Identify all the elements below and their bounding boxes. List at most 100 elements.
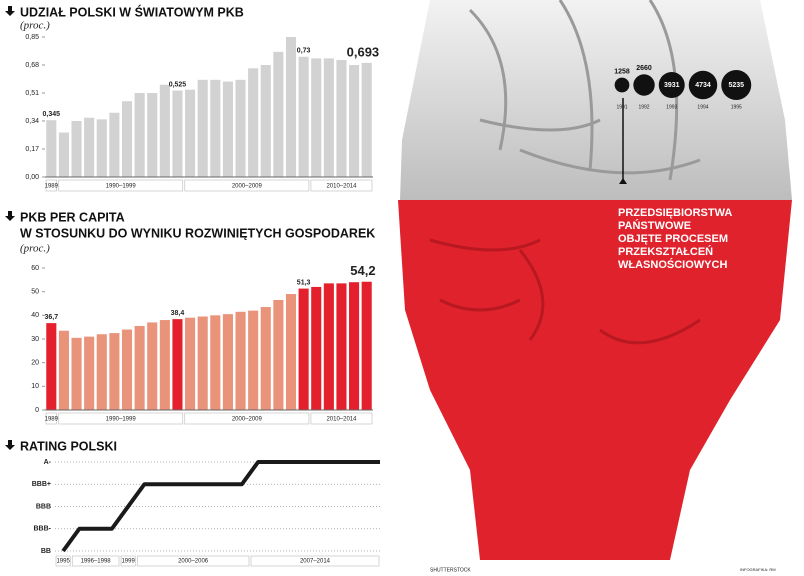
y-tick-label: 40 [31,312,39,319]
bar [159,320,170,410]
bar [273,299,284,410]
bar [147,322,158,410]
bar [248,310,259,410]
y-tick-label: 50 [31,289,39,296]
x-group-label: 2010–2014 [326,417,357,423]
group-box [136,555,250,567]
bar [349,282,360,410]
bubble [721,70,752,100]
y-tick-label: BB [41,548,51,555]
group-box [45,412,57,425]
y-tick-label: 60 [31,265,39,272]
x-group-label: 1989 [45,184,59,190]
group-box [184,179,310,192]
bar [311,58,322,177]
value-label: 0,345 [43,111,61,118]
bar [134,93,145,177]
bar [71,121,82,177]
bar [210,79,221,177]
fist-photo [398,0,792,560]
bar [46,323,57,410]
bar [185,317,196,410]
bar [285,37,297,177]
chart-title: RATING POLSKI [20,439,117,453]
bar [84,117,95,177]
group-box [45,179,57,192]
bar [248,68,259,177]
bar [121,329,133,410]
value-label: 54,2 [350,263,375,278]
chart-unit: (proc.) [20,20,50,32]
year-label: 1992 [638,104,649,110]
x-group-label: 1989 [45,417,59,423]
chart-subtitle: W STOSUNKU DO WYNIKU ROZWINIĘTYCH GOSPOD… [20,226,375,240]
bar [298,56,309,177]
bar [46,120,57,177]
bar [84,336,95,410]
x-group-label: 1995 [56,559,70,565]
bar [185,89,196,177]
bar [323,58,334,177]
y-tick-label: A- [44,459,52,466]
bar [172,90,183,177]
bar [222,81,233,177]
bar [109,112,120,177]
group-box [58,412,184,425]
title-arrows [5,6,15,450]
y-tick-label: 0 [35,407,39,414]
bar [336,283,347,410]
bar [298,288,309,410]
bar [134,325,145,410]
chart-title: UDZIAŁ POLSKI W ŚWIATOWYM PKB [20,4,244,19]
bar [285,294,297,410]
year-label: 1993 [666,104,677,110]
bar [273,51,284,177]
bar [159,84,170,177]
y-tick-label: 0,17 [25,146,39,153]
value-label: 0,525 [169,81,187,88]
bar [260,65,271,177]
chart-title: PKB PER CAPITA [20,210,125,224]
bar [147,93,158,177]
group-box [58,179,184,192]
x-group-label: 1990–1999 [106,184,137,190]
year-label: 1991 [616,104,627,110]
bar [172,319,183,410]
group-box [120,555,136,567]
bubble [633,74,655,96]
x-group-label: 1996–1998 [81,559,112,565]
bar [96,334,107,410]
bar [96,119,107,177]
bar [323,283,334,410]
x-group-label: 2010–2014 [326,184,357,190]
group-box [71,555,120,567]
year-label: 1995 [731,104,742,110]
annotation: PRZEKSZTAŁCEŃ [618,245,713,258]
bubble [614,77,630,93]
photo-credit: SHUTTERSTOCK [430,567,471,573]
value-label: 0,693 [347,44,380,59]
annotation: OBJĘTE PROCESEM [618,233,728,245]
value-label: 0,73 [297,48,311,55]
annotation: PAŃSTWOWE [618,219,691,232]
y-tick-label: 0,51 [25,90,39,97]
group-box [310,412,373,425]
x-group-label: 1990–1999 [106,417,137,423]
rating-line [61,460,380,553]
year-label: 1994 [697,104,708,110]
annotation: WŁASNOŚCIOWYCH [618,258,727,271]
value-label: 51,3 [297,279,311,286]
bar [197,79,208,177]
bubble [688,70,718,100]
bar [109,333,120,410]
value-label: 36,7 [44,314,58,321]
x-group-label: 2007–2014 [300,559,331,565]
bar [71,337,82,410]
annotation: PRZEDSIĘBIORSTWA [618,207,732,219]
y-tick-label: 0,85 [25,34,39,41]
y-tick-label: BBB+ [32,481,51,488]
y-tick-label: 0,00 [25,174,39,181]
y-tick-label: BBB [36,503,51,510]
bar [222,314,233,410]
